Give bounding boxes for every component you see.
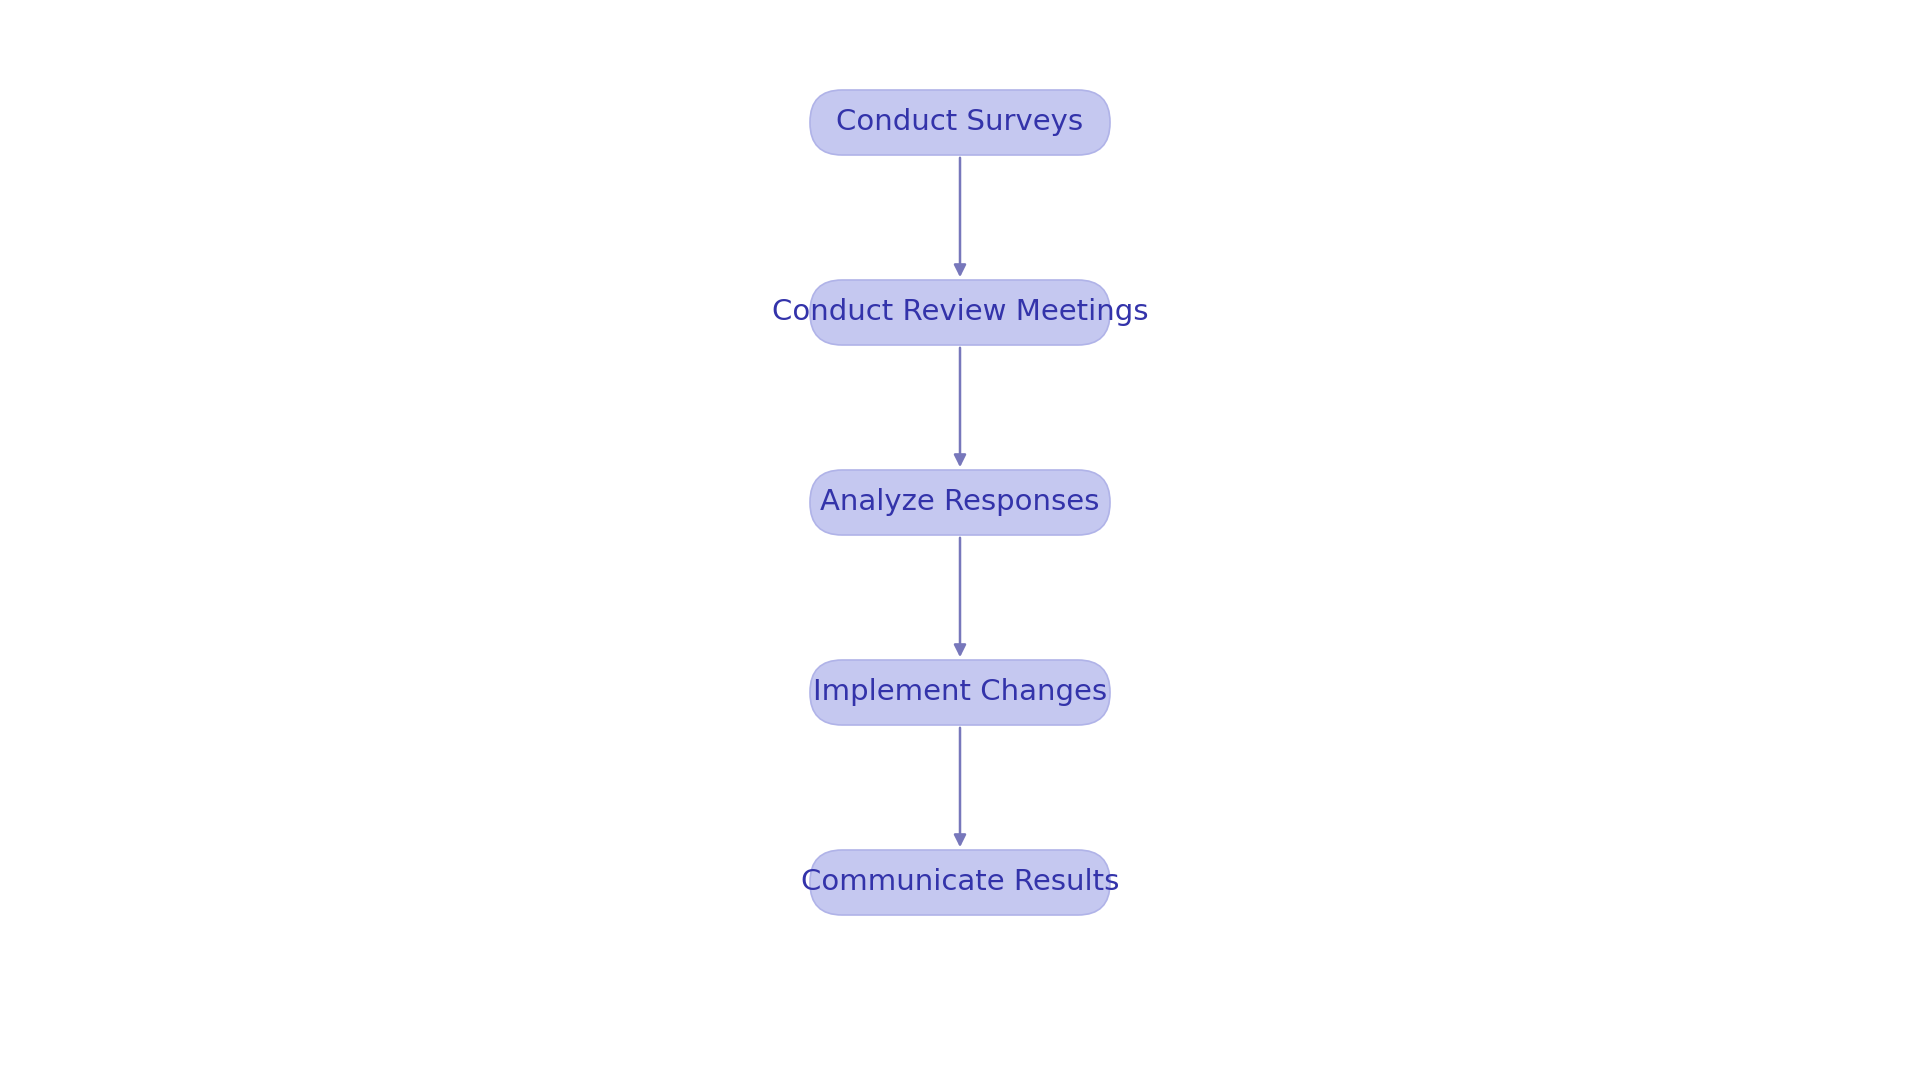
Text: Communicate Results: Communicate Results <box>801 869 1119 897</box>
Text: Conduct Surveys: Conduct Surveys <box>837 108 1083 136</box>
Text: Implement Changes: Implement Changes <box>812 679 1108 706</box>
Text: Conduct Review Meetings: Conduct Review Meetings <box>772 299 1148 326</box>
FancyBboxPatch shape <box>810 90 1110 155</box>
FancyBboxPatch shape <box>810 280 1110 345</box>
FancyBboxPatch shape <box>810 660 1110 725</box>
Text: Analyze Responses: Analyze Responses <box>820 488 1100 517</box>
FancyBboxPatch shape <box>810 850 1110 915</box>
FancyBboxPatch shape <box>810 470 1110 535</box>
